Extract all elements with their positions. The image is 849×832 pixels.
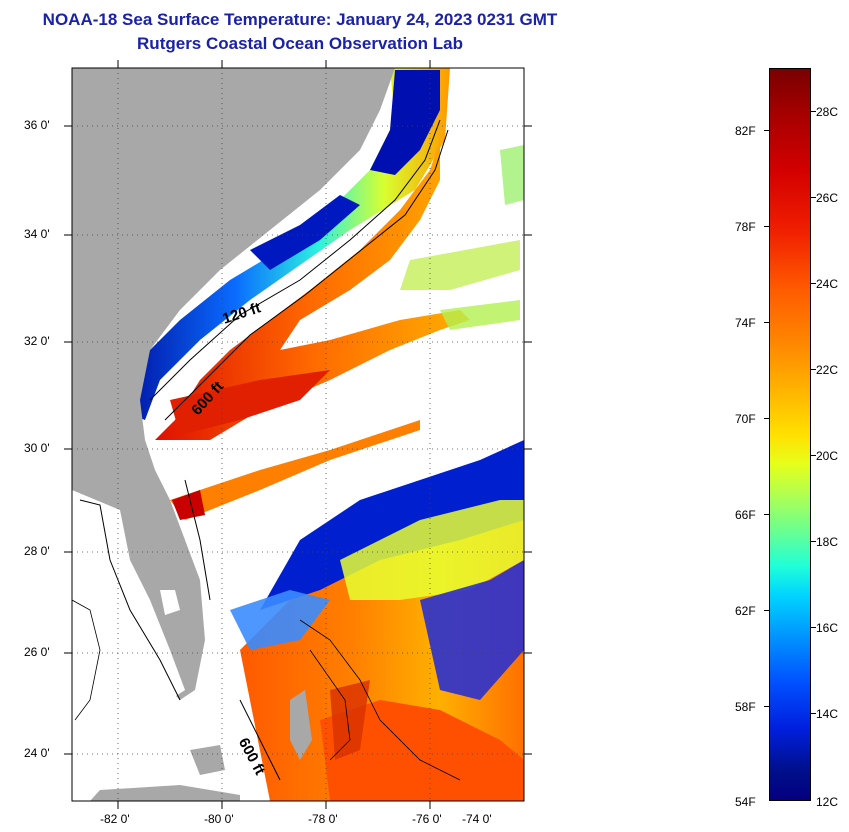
- colorbar-c-label: 20C: [816, 449, 839, 463]
- map-title: NOAA-18 Sea Surface Temperature: January…: [42, 10, 558, 29]
- lon-label: -76 0': [412, 812, 442, 826]
- colorbar-c-label: 14C: [816, 707, 839, 721]
- colorbar-f-label: 82F: [735, 124, 756, 138]
- temperature-colorbar: [769, 68, 811, 801]
- lat-label: 26 0': [24, 645, 50, 659]
- lon-label: -80 0': [204, 812, 234, 826]
- land-us: [72, 68, 395, 700]
- colorbar-f-label: 54F: [735, 795, 756, 809]
- lat-label: 30 0': [24, 441, 50, 455]
- colorbar-c-label: 16C: [816, 621, 839, 635]
- colorbar-f-label: 70F: [735, 412, 756, 426]
- coastal-cold-water: [120, 68, 450, 420]
- colorbar-f-label: 74F: [735, 316, 756, 330]
- lon-label: -82 0': [100, 812, 130, 826]
- lat-label: 28 0': [24, 544, 50, 558]
- colorbar-f-label: 58F: [735, 700, 756, 714]
- colorbar-f-label: 66F: [735, 508, 756, 522]
- lat-label: 32 0': [24, 334, 50, 348]
- colorbar-c-label: 22C: [816, 363, 839, 377]
- gulf-stream-warm: [155, 140, 470, 440]
- lat-label: 36 0': [24, 118, 50, 132]
- graticule: [72, 68, 524, 801]
- colorbar-c-label: 18C: [816, 535, 839, 549]
- map-subtitle: Rutgers Coastal Ocean Observation Lab: [137, 34, 463, 53]
- lon-label: -74 0': [462, 812, 492, 826]
- colorbar-c-label: 12C: [816, 795, 839, 809]
- colorbar-c-label: 24C: [816, 277, 839, 291]
- lon-label: -78 0': [308, 812, 338, 826]
- lat-label: 34 0': [24, 227, 50, 241]
- map-frame: [71, 67, 525, 802]
- colorbar-c-label: 28C: [816, 105, 839, 119]
- colorbar-f-label: 62F: [735, 604, 756, 618]
- colorbar-f-label: 78F: [735, 220, 756, 234]
- colorbar-c-label: 26C: [816, 191, 839, 205]
- lat-label: 24 0': [24, 746, 50, 760]
